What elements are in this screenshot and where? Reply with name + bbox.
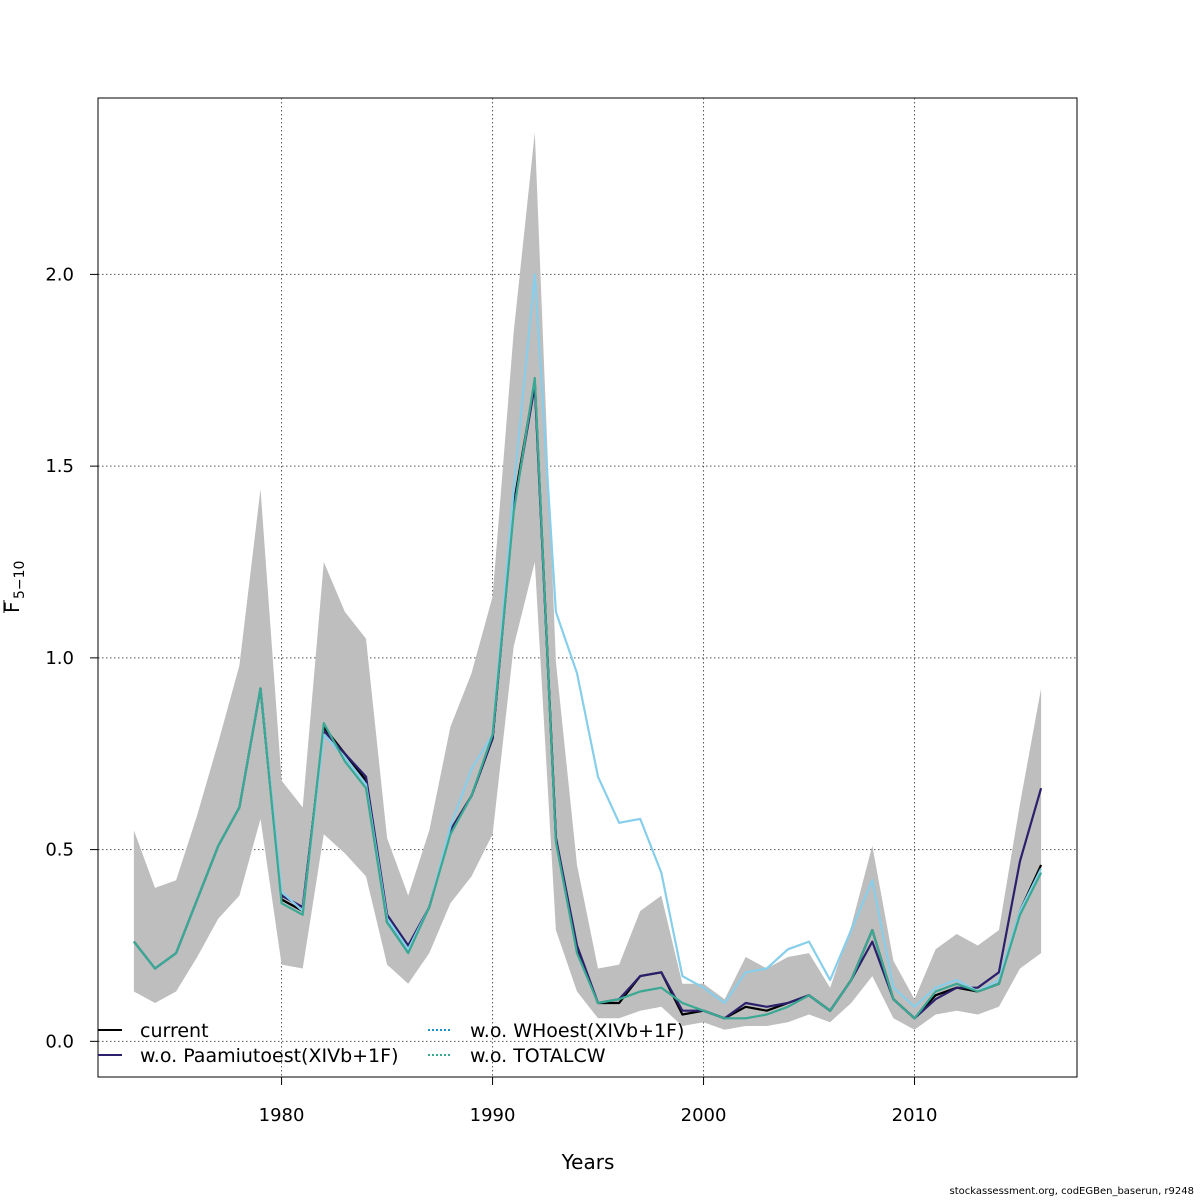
y-tick-label: 1.0: [45, 648, 74, 669]
legend-label: w.o. Paamiutoest(XIVb+1F): [140, 1045, 398, 1067]
x-tick-label: 2010: [892, 1105, 938, 1126]
legend-label: w.o. TOTALCW: [470, 1045, 606, 1067]
series-line-3: [133, 273, 1043, 1008]
y-tick-label: 1.5: [45, 456, 74, 477]
y-tick-label: 2.0: [45, 264, 74, 285]
series-line-4: [133, 376, 1043, 1020]
legend: current w.o. Paamiutoest(XIVb+1F) w.o. WHo…: [98, 1020, 684, 1067]
confidence-band: [133, 132, 1042, 1030]
grid-lines: [98, 98, 1077, 1077]
plot-frame: [97, 97, 1078, 1078]
x-axis: 1980 1990 2000 2010: [259, 1077, 938, 1126]
y-tick-label: 0.5: [45, 840, 74, 861]
x-tick-label: 1980: [259, 1105, 305, 1126]
confidence-band-area: [133, 132, 1042, 1030]
y-axis-title-main: F: [0, 601, 24, 613]
y-axis: 0.0 0.5 1.0 1.5 2.0: [45, 264, 98, 1052]
x-tick-label: 1990: [470, 1105, 516, 1126]
legend-label: current: [140, 1020, 209, 1042]
series-lines: [133, 273, 1043, 1020]
y-axis-title-subscript: 5−10: [12, 561, 28, 599]
footnote: stockassessment.org, codEGBen_baserun, r…: [949, 1186, 1195, 1197]
x-axis-title: Years: [561, 1150, 615, 1174]
x-tick-label: 2000: [681, 1105, 727, 1126]
legend-label: w.o. WHoest(XIVb+1F): [470, 1020, 684, 1042]
y-tick-label: 0.0: [45, 1031, 74, 1052]
y-axis-title: F 5−10: [0, 561, 28, 613]
